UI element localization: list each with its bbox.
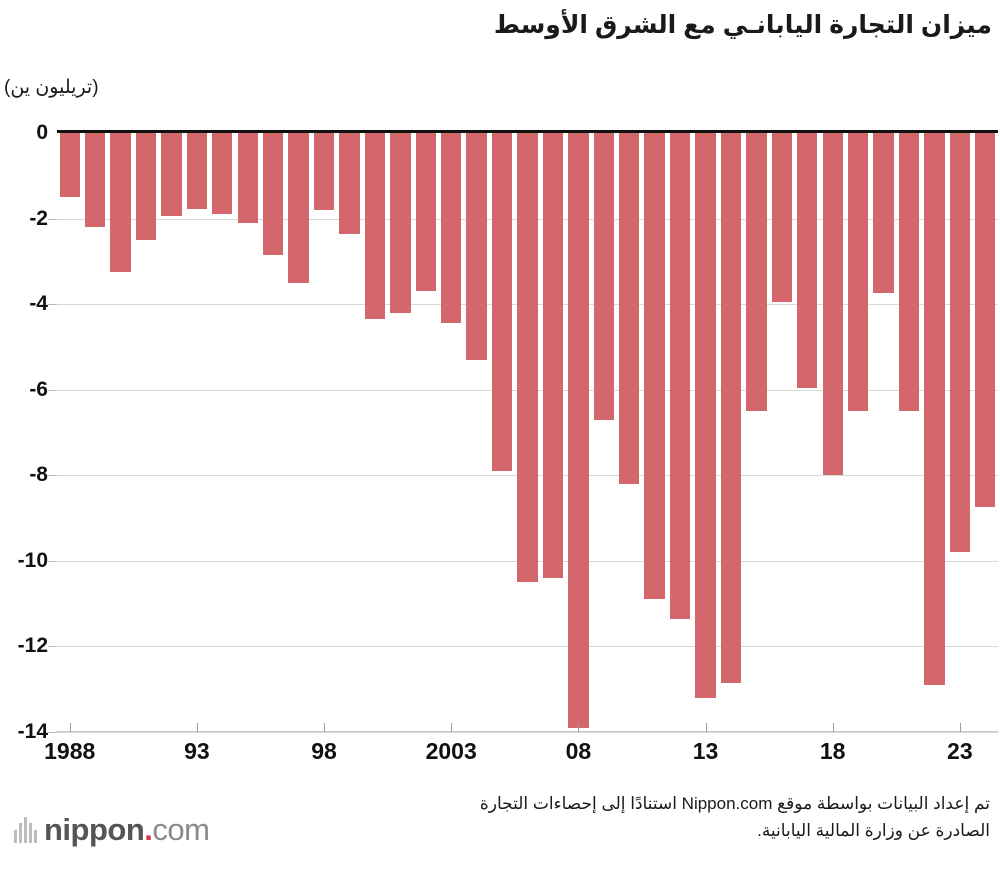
x-tick-mark — [705, 723, 707, 732]
y-tick-label: 0 — [36, 121, 48, 144]
bar — [746, 133, 767, 412]
bar — [847, 133, 869, 412]
bar — [110, 133, 131, 273]
y-tick-mark — [48, 646, 57, 648]
nippon-logo[interactable]: nippon.com — [14, 812, 210, 848]
y-tick-mark — [48, 304, 57, 306]
source-note: تم إعداد البيانات بواسطة موقع Nippon.com… — [250, 790, 990, 844]
y-tick-mark — [48, 218, 57, 220]
bar — [720, 133, 742, 683]
x-tick-mark — [196, 723, 198, 732]
bar — [237, 133, 258, 223]
bar — [949, 133, 971, 553]
bar — [415, 133, 436, 292]
logo-suffix: com — [152, 812, 210, 847]
bar — [161, 133, 182, 217]
bar — [135, 133, 157, 240]
bar — [313, 133, 335, 210]
logo-name: nippon — [44, 812, 145, 847]
y-tick-label: -4 — [29, 292, 48, 316]
x-tick-mark — [832, 723, 834, 732]
plot-area — [56, 130, 998, 733]
bar — [517, 133, 538, 583]
zero-axis-line — [57, 130, 998, 133]
bar — [339, 133, 360, 234]
y-tick-mark — [48, 732, 57, 733]
x-tick-label: 93 — [184, 738, 210, 764]
y-tick-label: -12 — [17, 634, 48, 658]
y-tick-label: -10 — [17, 548, 48, 572]
bar — [390, 133, 411, 313]
x-tick-mark — [324, 723, 326, 732]
x-tick-label: 23 — [947, 738, 973, 764]
x-tick-mark — [578, 723, 580, 732]
bar — [873, 133, 894, 294]
y-tick-label: -6 — [29, 377, 48, 401]
x-tick-label: 2003 — [425, 738, 477, 764]
bar — [898, 133, 920, 412]
source-note-line-2: الصادرة عن وزارة المالية اليابانية. — [757, 821, 990, 840]
bar — [441, 133, 462, 324]
source-note-line-1: تم إعداد البيانات بواسطة موقع Nippon.com… — [479, 794, 990, 813]
bar — [695, 133, 716, 698]
bar — [466, 133, 487, 360]
x-tick-label: 08 — [565, 738, 592, 764]
x-tick-label: 18 — [819, 738, 846, 764]
x-axis: 1988 93 98 2003 08 13 18 23 — [44, 723, 998, 782]
bar — [924, 133, 945, 685]
x-tick-mark — [69, 723, 71, 732]
y-tick-label: -8 — [29, 463, 48, 487]
logo-wordmark: nippon.com — [44, 812, 210, 848]
gridline — [57, 646, 998, 648]
bar — [568, 133, 589, 728]
bar — [669, 133, 691, 619]
bar — [797, 133, 818, 388]
bar — [491, 133, 513, 471]
bar — [975, 133, 996, 508]
x-tick-label: 1988 — [44, 738, 96, 764]
x-tick-mark — [959, 723, 961, 732]
bar — [644, 133, 665, 600]
y-tick-label: -14 — [17, 720, 48, 743]
x-tick-label: 13 — [692, 738, 719, 764]
x-tick-label: 98 — [311, 738, 337, 764]
footer: تم إعداد البيانات بواسطة موقع Nippon.com… — [0, 788, 1000, 878]
gridline — [57, 732, 998, 733]
bar — [822, 133, 843, 476]
bar — [771, 133, 792, 302]
bar — [288, 133, 309, 283]
y-tick-mark — [48, 389, 57, 391]
bar — [619, 133, 640, 484]
logo-bars-icon — [14, 817, 37, 843]
bar-series — [57, 133, 998, 732]
bar — [263, 133, 284, 255]
y-tick-mark — [48, 560, 57, 562]
bar — [186, 133, 208, 210]
y-tick-label: -2 — [29, 206, 48, 230]
bar — [364, 133, 386, 320]
y-axis-unit-label: (تريليون ين) — [4, 77, 99, 98]
y-tick-mark — [48, 475, 57, 477]
bar — [212, 133, 233, 215]
page-title: ميزان التجارة اليابانـي مع الشرق الأوسط — [493, 11, 992, 39]
bar — [59, 133, 80, 198]
logo-dot: . — [144, 812, 153, 847]
bar — [84, 133, 106, 228]
x-tick-mark — [451, 723, 453, 732]
bar — [593, 133, 614, 420]
bottom-axis-line — [56, 731, 998, 732]
bar — [542, 133, 564, 578]
